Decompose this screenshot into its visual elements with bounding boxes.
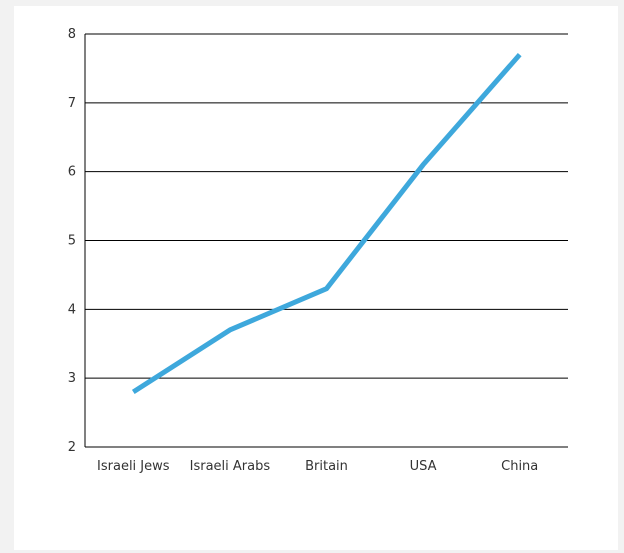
x-tick-label: China [501,459,538,474]
y-tick-label: 6 [68,165,76,180]
y-tick-label: 7 [68,96,76,111]
y-tick-label: 4 [68,302,76,317]
x-tick-label: Britain [305,459,348,474]
x-axis-ticks: Israeli Jews Israeli Arabs Britain USA China [97,459,538,474]
x-tick-label: Israeli Jews [97,459,170,474]
x-tick-label: Israeli Arabs [190,459,271,474]
y-tick-label: 8 [68,27,76,42]
y-tick-label: 5 [68,234,76,249]
y-tick-label: 3 [68,371,76,386]
chart-card [14,6,618,550]
y-axis-ticks: 2 3 4 5 6 7 8 [68,27,76,455]
series-line [131,53,522,395]
x-tick-label: USA [410,459,437,474]
y-tick-label: 2 [68,440,76,455]
series-layer [131,53,522,395]
gridlines [84,33,568,448]
